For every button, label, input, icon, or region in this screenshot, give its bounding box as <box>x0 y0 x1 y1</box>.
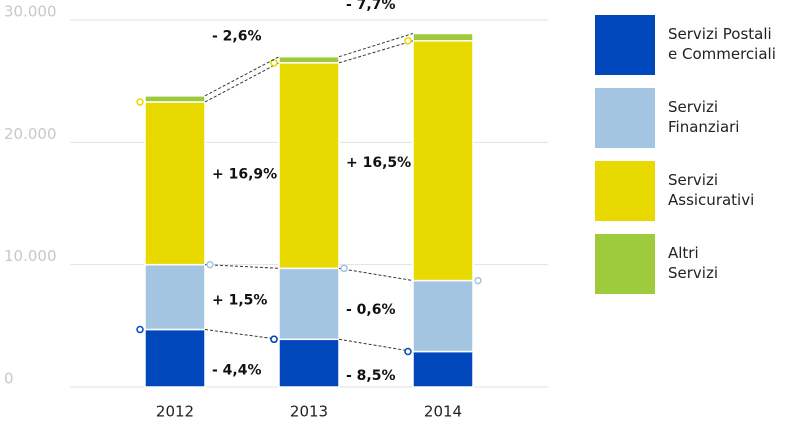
change-label: - 2,6% <box>212 28 262 44</box>
y-tick-label: 10.000 <box>4 247 57 265</box>
connector-dot <box>340 264 348 273</box>
connector-dot <box>474 276 482 285</box>
x-tick-label: 2013 <box>290 403 328 421</box>
connector-dot <box>270 335 278 344</box>
x-tick-label: 2012 <box>156 403 194 421</box>
bar-segment <box>412 32 474 42</box>
bar-segment <box>144 263 206 331</box>
connector <box>204 62 280 103</box>
y-tick-label: 20.000 <box>4 125 57 143</box>
bar-segment <box>278 338 340 388</box>
legend-label: Servizi Assicurativi <box>668 171 754 209</box>
connector <box>338 32 414 58</box>
change-label: + 16,5% <box>346 155 411 171</box>
legend-label: Altri Servizi <box>668 244 718 282</box>
bar-segment <box>144 95 206 103</box>
bar-segment <box>278 267 340 341</box>
change-label: - 4,4% <box>212 363 262 379</box>
connector-dot <box>136 325 144 334</box>
connector <box>338 40 414 64</box>
bar-segment <box>412 40 474 282</box>
connector <box>338 267 414 282</box>
connector-dot <box>404 347 412 356</box>
connector <box>204 56 280 97</box>
bar-segment <box>144 101 206 266</box>
change-label: - 0,6% <box>346 302 396 318</box>
legend-swatch <box>595 15 655 75</box>
bar-segment <box>278 55 340 64</box>
legend-swatch <box>595 88 655 148</box>
x-tick-label: 2014 <box>424 403 462 421</box>
y-tick-label: 30.000 <box>4 3 57 21</box>
change-label: + 1,5% <box>212 292 267 308</box>
connector <box>338 338 414 353</box>
y-tick-label: 0 <box>4 370 14 388</box>
change-label: - 7,7% <box>346 0 396 13</box>
connector-dot <box>206 260 214 269</box>
legend-label: Servizi Finanziari <box>668 98 739 136</box>
legend-swatch <box>595 234 655 294</box>
change-label: - 8,5% <box>346 368 396 384</box>
change-label: + 16,9% <box>212 166 277 182</box>
legend-swatch <box>595 161 655 221</box>
bar-segment <box>144 328 206 388</box>
legend-label: Servizi Postali e Commerciali <box>668 25 776 63</box>
bar-segment <box>412 350 474 388</box>
connector-dot <box>404 37 412 45</box>
bar-segment <box>412 279 474 353</box>
connector <box>204 329 280 340</box>
connector-dot <box>136 98 144 106</box>
bar-segment <box>278 62 340 270</box>
connector <box>204 264 280 269</box>
